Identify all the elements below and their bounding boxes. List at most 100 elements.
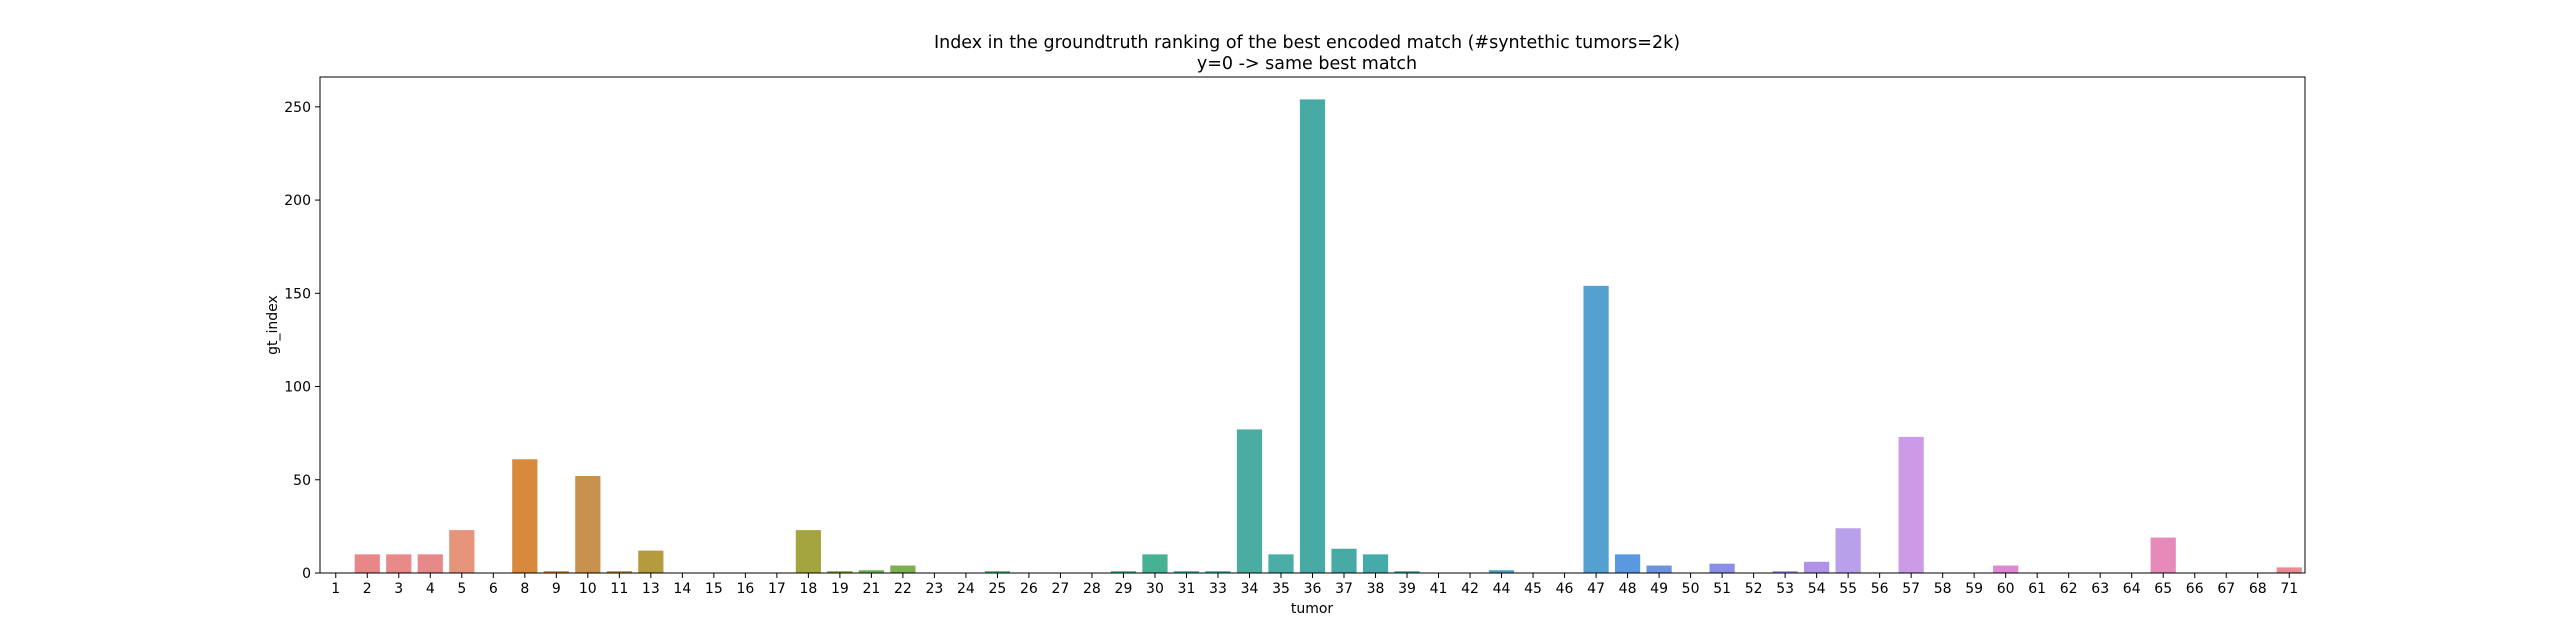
bar-18 bbox=[795, 530, 821, 573]
x-tick-label: 51 bbox=[1713, 581, 1731, 597]
bar-55 bbox=[1835, 528, 1861, 573]
x-tick-label: 71 bbox=[2280, 581, 2298, 597]
x-tick-label: 62 bbox=[2060, 581, 2078, 597]
x-tick-label: 24 bbox=[957, 581, 975, 597]
bar-3 bbox=[386, 554, 412, 573]
x-tick-label: 15 bbox=[705, 581, 723, 597]
bar-36 bbox=[1299, 99, 1326, 573]
x-tick-label: 25 bbox=[989, 581, 1007, 597]
bar-31 bbox=[1173, 571, 1200, 573]
y-tick-label: 250 bbox=[284, 100, 311, 116]
bar-22 bbox=[890, 565, 916, 573]
x-tick-label: 18 bbox=[799, 581, 817, 597]
x-tick-label: 68 bbox=[2249, 581, 2267, 597]
x-tick-label: 41 bbox=[1430, 581, 1448, 597]
x-tick-label: 52 bbox=[1745, 581, 1763, 597]
bar-38 bbox=[1362, 554, 1389, 573]
bar-29 bbox=[1110, 571, 1137, 573]
x-tick-label: 21 bbox=[862, 581, 880, 597]
bar-37 bbox=[1331, 548, 1357, 573]
bar-47 bbox=[1583, 285, 1609, 573]
x-tick-label: 5 bbox=[457, 581, 466, 597]
x-tick-label: 46 bbox=[1556, 581, 1574, 597]
x-tick-label: 2 bbox=[363, 581, 372, 597]
bar-51 bbox=[1709, 563, 1735, 573]
x-tick-label: 44 bbox=[1493, 581, 1511, 597]
x-tick-label: 19 bbox=[831, 581, 849, 597]
bar-11 bbox=[606, 571, 632, 573]
x-tick-label: 36 bbox=[1304, 581, 1322, 597]
bar-2 bbox=[354, 554, 380, 573]
x-tick-label: 8 bbox=[520, 581, 529, 597]
bar-35 bbox=[1268, 554, 1294, 573]
x-tick-label: 28 bbox=[1083, 581, 1101, 597]
bar-54 bbox=[1804, 561, 1830, 573]
x-tick-label: 63 bbox=[2091, 581, 2109, 597]
x-tick-label: 49 bbox=[1650, 581, 1668, 597]
x-tick-label: 35 bbox=[1272, 581, 1290, 597]
x-tick-label: 47 bbox=[1587, 581, 1605, 597]
x-tick-label: 42 bbox=[1461, 581, 1479, 597]
x-tick-label: 17 bbox=[768, 581, 786, 597]
bar-13 bbox=[638, 550, 664, 573]
bar-53 bbox=[1772, 571, 1798, 573]
bar-19 bbox=[827, 571, 853, 573]
bar-34 bbox=[1236, 429, 1263, 573]
x-tick-label: 66 bbox=[2186, 581, 2204, 597]
x-tick-label: 3 bbox=[394, 581, 403, 597]
x-tick-label: 6 bbox=[489, 581, 498, 597]
bar-48 bbox=[1614, 554, 1641, 573]
bar-30 bbox=[1142, 554, 1168, 573]
x-tick-label: 58 bbox=[1934, 581, 1952, 597]
x-tick-label: 38 bbox=[1367, 581, 1385, 597]
bar-9 bbox=[543, 571, 569, 573]
x-tick-label: 56 bbox=[1871, 581, 1889, 597]
x-tick-label: 60 bbox=[1997, 581, 2015, 597]
x-tick-label: 13 bbox=[642, 581, 660, 597]
bar-21 bbox=[858, 570, 884, 573]
x-tick-label: 55 bbox=[1839, 581, 1857, 597]
x-tick-label: 67 bbox=[2217, 581, 2235, 597]
bars-group bbox=[354, 99, 2302, 573]
y-ticks: 0 50 100 150 200 250 bbox=[284, 100, 320, 582]
bar-49 bbox=[1646, 565, 1672, 573]
x-tick-label: 31 bbox=[1178, 581, 1196, 597]
x-tick-label: 26 bbox=[1020, 581, 1038, 597]
bar-25 bbox=[984, 571, 1011, 573]
y-tick-label: 100 bbox=[284, 380, 311, 396]
x-tick-label: 39 bbox=[1398, 581, 1416, 597]
chart-title: Index in the groundtruth ranking of the … bbox=[934, 33, 1680, 53]
bar-44 bbox=[1488, 570, 1515, 573]
bar-71 bbox=[2276, 567, 2302, 573]
x-tick-label: 65 bbox=[2154, 581, 2172, 597]
x-tick-label: 59 bbox=[1965, 581, 1983, 597]
x-tick-label: 4 bbox=[426, 581, 435, 597]
y-tick-label: 50 bbox=[293, 473, 311, 489]
bar-10 bbox=[575, 476, 601, 573]
bar-60 bbox=[1993, 565, 2019, 573]
bar-57 bbox=[1898, 436, 1924, 573]
x-tick-label: 10 bbox=[579, 581, 597, 597]
y-tick-label: 0 bbox=[302, 566, 311, 582]
x-tick-label: 9 bbox=[552, 581, 561, 597]
plot-frame bbox=[319, 76, 2306, 574]
x-tick-label: 29 bbox=[1115, 581, 1133, 597]
x-tick-label: 50 bbox=[1682, 581, 1700, 597]
x-tick-label: 48 bbox=[1619, 581, 1637, 597]
x-tick-label: 14 bbox=[673, 581, 691, 597]
x-tick-label: 34 bbox=[1241, 581, 1259, 597]
bar-5 bbox=[449, 530, 475, 573]
y-axis-label: gt_index bbox=[265, 295, 281, 355]
x-tick-label: 11 bbox=[610, 581, 628, 597]
x-tick-label: 37 bbox=[1335, 581, 1353, 597]
x-tick-label: 61 bbox=[2028, 581, 2046, 597]
x-tick-label: 53 bbox=[1776, 581, 1794, 597]
bar-8 bbox=[512, 459, 538, 573]
x-tick-label: 22 bbox=[894, 581, 912, 597]
y-tick-label: 150 bbox=[284, 286, 311, 302]
x-tick-label: 16 bbox=[736, 581, 754, 597]
x-tick-label: 64 bbox=[2123, 581, 2141, 597]
bar-33 bbox=[1205, 571, 1231, 573]
bar-65 bbox=[2150, 537, 2176, 573]
